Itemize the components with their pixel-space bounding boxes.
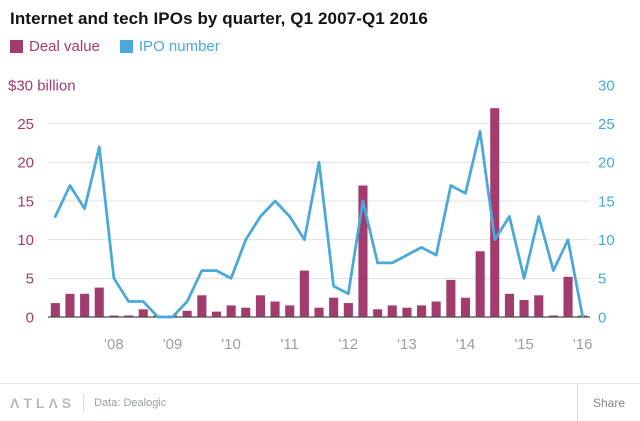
svg-text:'12: '12 bbox=[339, 336, 359, 353]
svg-text:15: 15 bbox=[17, 193, 34, 210]
deal-value-swatch bbox=[10, 40, 23, 53]
svg-text:5: 5 bbox=[26, 271, 34, 288]
chart-title: Internet and tech IPOs by quarter, Q1 20… bbox=[10, 9, 428, 28]
ipo-number-label: IPO number bbox=[138, 38, 220, 55]
svg-text:'15: '15 bbox=[514, 336, 534, 353]
svg-text:0: 0 bbox=[598, 309, 606, 326]
svg-text:15: 15 bbox=[598, 193, 615, 210]
svg-text:5: 5 bbox=[598, 271, 606, 288]
chart-legend: Deal value IPO number bbox=[0, 29, 640, 55]
svg-text:30: 30 bbox=[598, 77, 615, 94]
svg-text:10: 10 bbox=[17, 232, 34, 249]
svg-text:25: 25 bbox=[598, 116, 615, 133]
deal-value-label: Deal value bbox=[29, 38, 100, 55]
svg-text:0: 0 bbox=[26, 309, 34, 326]
svg-text:'11: '11 bbox=[280, 336, 298, 353]
svg-text:20: 20 bbox=[598, 155, 615, 172]
ipo-number-swatch bbox=[119, 40, 133, 53]
share-button[interactable]: Share bbox=[576, 384, 640, 421]
svg-text:'08: '08 bbox=[104, 336, 124, 353]
svg-text:'16: '16 bbox=[573, 336, 593, 353]
svg-text:'14: '14 bbox=[456, 336, 476, 353]
svg-text:25: 25 bbox=[17, 116, 34, 133]
legend-item-ipo-number: IPO number bbox=[119, 38, 220, 55]
svg-text:'09: '09 bbox=[163, 336, 183, 353]
legend-item-deal-value: Deal value bbox=[10, 38, 100, 55]
atlas-logo: ΛTLΛS bbox=[10, 394, 76, 411]
footer-divider bbox=[83, 393, 85, 412]
combo-chart-svg: 0 5 10 15 20 25 $30 billion 0 5 10 15 20 25 30 '08 '09 '… bbox=[8, 77, 615, 353]
svg-text:20: 20 bbox=[17, 155, 34, 172]
data-source-label: Data: Dealogic bbox=[94, 396, 167, 409]
chart-page: Internet and tech IPOs by quarter, Q1 20… bbox=[0, 9, 640, 421]
svg-text:'13: '13 bbox=[397, 336, 417, 353]
svg-text:10: 10 bbox=[598, 232, 615, 249]
svg-text:$30 billion: $30 billion bbox=[8, 77, 76, 94]
footer-bar: ΛTLΛS Data: Dealogic Share bbox=[0, 383, 640, 421]
svg-text:'10: '10 bbox=[221, 336, 241, 353]
